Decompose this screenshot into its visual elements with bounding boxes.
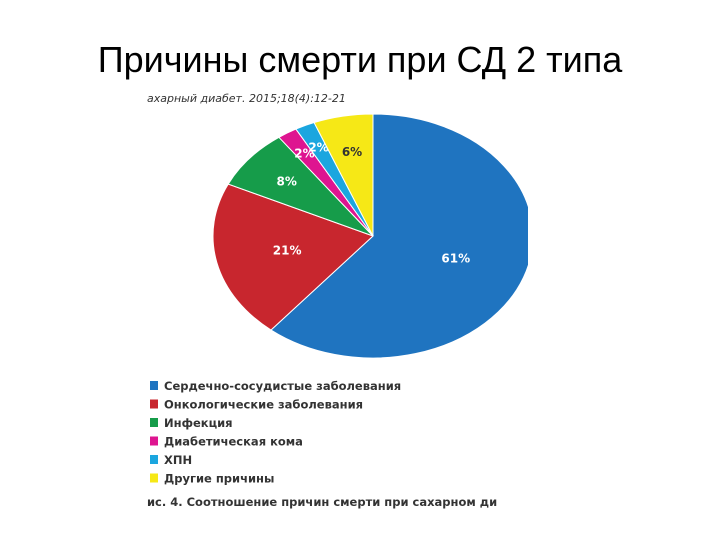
pie-slice [270,113,528,359]
legend-label: Инфекция [164,416,233,430]
legend-label: Онкологические заболевания [164,398,363,412]
value-label: 21% [273,244,302,258]
legend-swatch [150,473,158,483]
legend-swatch [150,455,158,464]
legend-label: Сердечно-сосудистые заболевания [164,379,401,393]
pie-slice [212,183,374,331]
legend-swatch [150,436,158,446]
value-label: 61% [441,252,470,266]
value-label: 6% [342,145,362,159]
legend-swatch [150,399,158,409]
source: ахарный диабет. 2015;18(4):12-21 [147,92,346,105]
legend-label: Диабетическая кома [164,435,303,449]
legend: Сердечно-сосудистые заболевания Онкологич… [150,379,401,486]
legend-swatch [150,418,158,427]
legend-swatch [150,381,158,390]
value-label: 8% [277,175,297,189]
legend-label: ХПН [164,453,192,467]
pie: 61% 21% 8% 2%2% 6% [212,113,528,359]
legend-label: Другие причины [164,472,274,486]
caption: ис. 4. Соотношение причин смерти при сах… [147,495,497,509]
value-label: 2% [308,141,328,155]
value-label: 2% [294,147,314,161]
pie-slice [313,113,374,237]
slide-title: Причины смерти при СД 2 типа [98,39,624,80]
